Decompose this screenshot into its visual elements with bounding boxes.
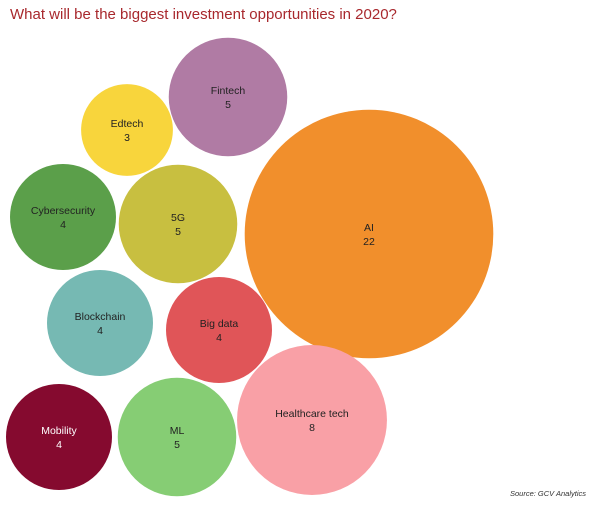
bubble-circle-ml <box>117 377 237 497</box>
bubble-circle-healthcare-tech <box>237 345 387 495</box>
bubble-mobility: Mobility 4 <box>6 384 112 490</box>
bubble-cybersecurity: Cybersecurity 4 <box>10 164 116 270</box>
bubble-fintech: Fintech 5 <box>168 37 288 157</box>
bubble-value-blockchain: 4 <box>97 325 103 337</box>
source-note: Source: GCV Analytics <box>510 489 586 498</box>
bubble-circle-5g <box>118 164 238 284</box>
bubble-circle-mobility <box>6 384 112 490</box>
bubble-ai: AI 22 <box>244 109 494 359</box>
bubble-5g: 5G5 <box>118 164 238 284</box>
bubble-healthcare-tech: Healthcare tech 8 <box>237 345 387 495</box>
bubble-label-ml: ML <box>170 425 185 437</box>
bubble-big-data: Big data 4 <box>166 277 272 383</box>
bubble-value-fintech: 5 <box>225 99 231 111</box>
bubble-circle-blockchain <box>47 270 153 376</box>
bubble-label-mobility: Mobility <box>41 425 77 437</box>
bubble-value-mobility: 4 <box>56 439 62 451</box>
bubble-label-edtech: Edtech <box>111 118 144 130</box>
bubble-value-5g: 5 <box>175 226 181 238</box>
bubble-circle-cybersecurity <box>10 164 116 270</box>
bubble-value-ml: 5 <box>174 439 180 451</box>
bubble-circle-ai <box>244 109 494 359</box>
bubble-label-blockchain: Blockchain <box>75 311 126 323</box>
bubble-label-big-data: Big data <box>200 318 239 330</box>
bubble-circle-big-data <box>166 277 272 383</box>
bubble-label-cybersecurity: Cybersecurity <box>31 205 96 217</box>
bubble-value-ai: 22 <box>363 236 375 248</box>
bubble-label-5g: 5G <box>171 212 185 224</box>
bubble-edtech: Edtech 3 <box>81 84 173 176</box>
bubble-value-cybersecurity: 4 <box>60 219 66 231</box>
bubble-circle-fintech <box>168 37 288 157</box>
bubble-blockchain: Blockchain 4 <box>47 270 153 376</box>
bubble-label-ai: AI <box>364 222 374 234</box>
bubble-label-fintech: Fintech <box>211 85 246 97</box>
bubble-circle-edtech <box>81 84 173 176</box>
bubble-value-healthcare-tech: 8 <box>309 422 315 434</box>
bubble-ml: ML 5 <box>117 377 237 497</box>
bubble-value-big-data: 4 <box>216 332 222 344</box>
chart-title: What will be the biggest investment oppo… <box>10 6 397 23</box>
bubble-value-edtech: 3 <box>124 132 130 144</box>
bubble-label-healthcare-tech: Healthcare tech <box>275 408 349 420</box>
